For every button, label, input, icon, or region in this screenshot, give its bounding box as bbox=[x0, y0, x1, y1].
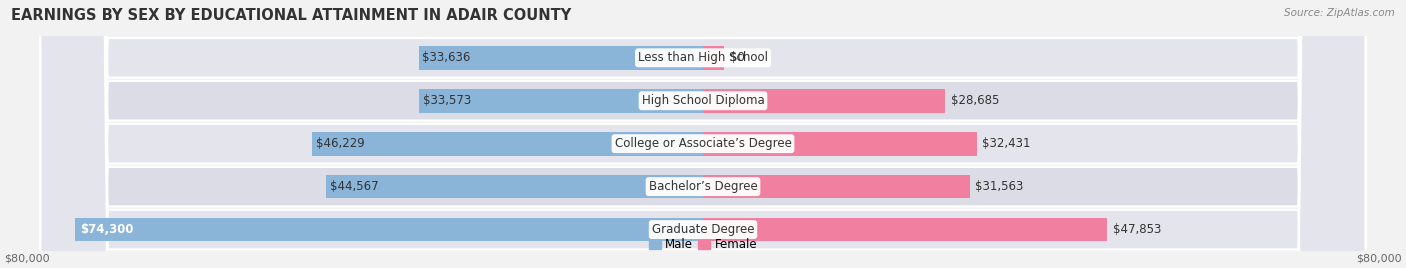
Text: Less than High School: Less than High School bbox=[638, 51, 768, 64]
Text: EARNINGS BY SEX BY EDUCATIONAL ATTAINMENT IN ADAIR COUNTY: EARNINGS BY SEX BY EDUCATIONAL ATTAINMEN… bbox=[11, 8, 571, 23]
Bar bbox=[703, 175, 970, 198]
Text: $74,300: $74,300 bbox=[80, 223, 134, 236]
Text: Bachelor’s Degree: Bachelor’s Degree bbox=[648, 180, 758, 193]
Bar bbox=[703, 218, 1108, 241]
Text: High School Diploma: High School Diploma bbox=[641, 94, 765, 107]
FancyBboxPatch shape bbox=[41, 0, 1365, 268]
Text: $33,573: $33,573 bbox=[423, 94, 471, 107]
FancyBboxPatch shape bbox=[41, 0, 1365, 268]
Bar bbox=[312, 132, 703, 155]
Text: $46,229: $46,229 bbox=[316, 137, 364, 150]
Bar bbox=[419, 89, 703, 113]
FancyBboxPatch shape bbox=[41, 0, 1365, 268]
Text: Graduate Degree: Graduate Degree bbox=[652, 223, 754, 236]
Text: $33,636: $33,636 bbox=[422, 51, 471, 64]
Legend: Male, Female: Male, Female bbox=[644, 233, 762, 256]
Text: Source: ZipAtlas.com: Source: ZipAtlas.com bbox=[1284, 8, 1395, 18]
FancyBboxPatch shape bbox=[41, 0, 1365, 268]
Text: $31,563: $31,563 bbox=[976, 180, 1024, 193]
Text: College or Associate’s Degree: College or Associate’s Degree bbox=[614, 137, 792, 150]
Text: $32,431: $32,431 bbox=[983, 137, 1031, 150]
Bar bbox=[75, 218, 703, 241]
Bar bbox=[326, 175, 703, 198]
Bar bbox=[703, 132, 977, 155]
Text: $47,853: $47,853 bbox=[1112, 223, 1161, 236]
Bar bbox=[703, 46, 724, 70]
Bar bbox=[703, 89, 945, 113]
Text: $0: $0 bbox=[730, 51, 744, 64]
Text: $28,685: $28,685 bbox=[950, 94, 1000, 107]
FancyBboxPatch shape bbox=[41, 0, 1365, 268]
Text: $44,567: $44,567 bbox=[330, 180, 378, 193]
Bar bbox=[419, 46, 703, 70]
